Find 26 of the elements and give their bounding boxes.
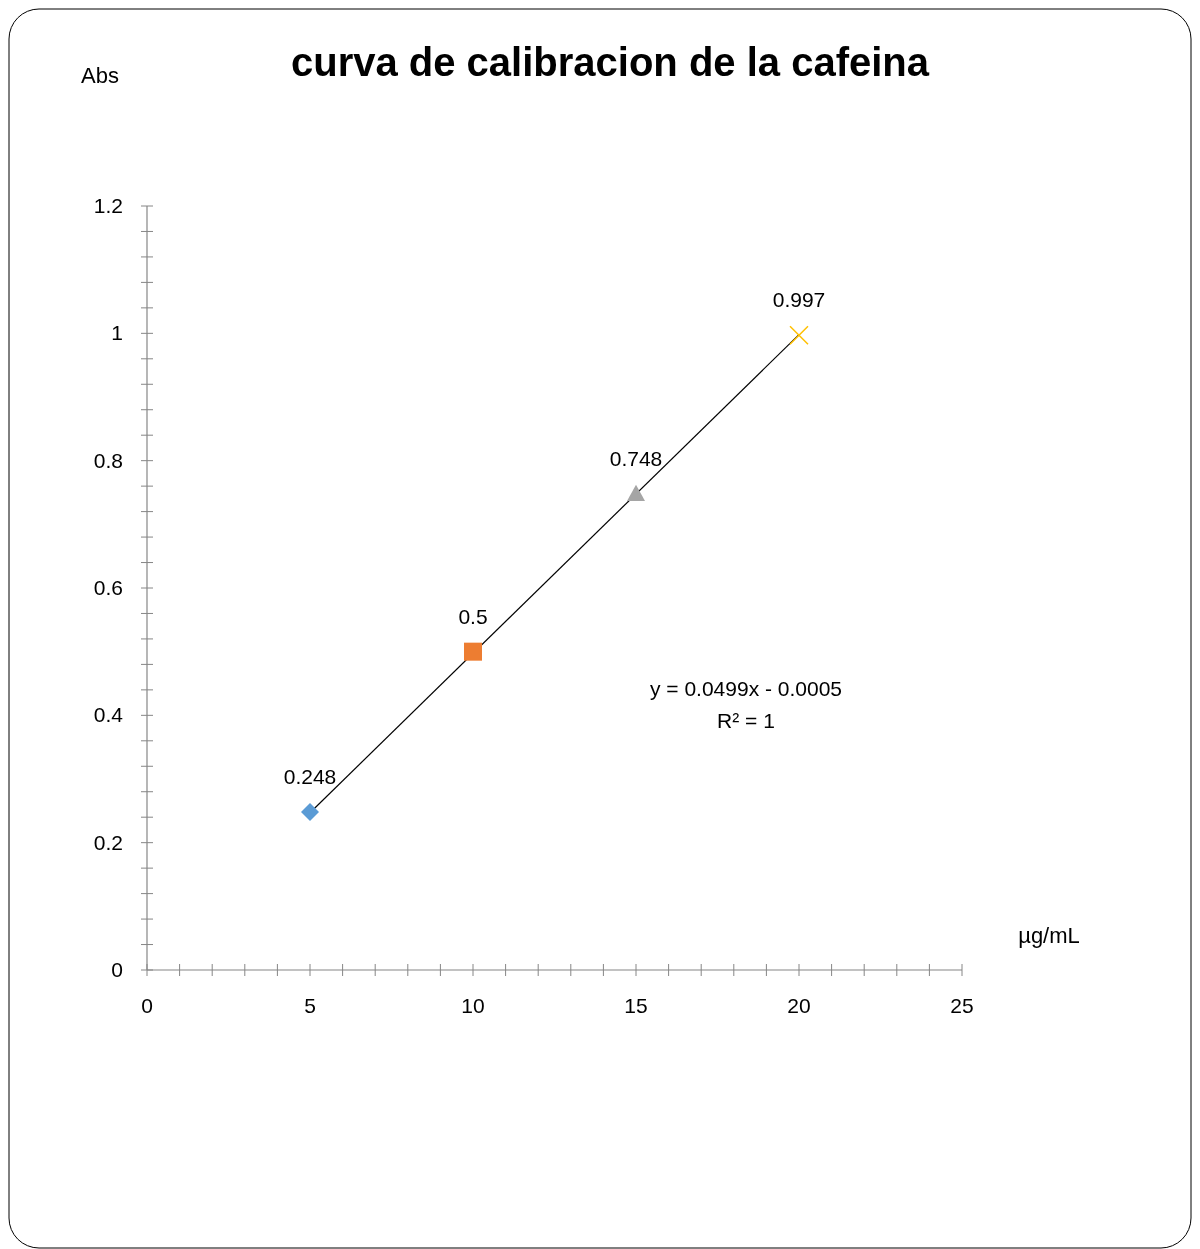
x-tick-label: 0 (141, 994, 153, 1017)
annotation: y = 0.0499x - 0.0005 (649, 677, 843, 700)
annotation: R² = 1 (717, 709, 775, 732)
point (789, 325, 809, 345)
data-label: 0.997 (772, 288, 826, 312)
y-axis-title: Abs (81, 63, 119, 88)
chart-title: curva de calibracion de la cafeina (290, 40, 930, 84)
x-tick-label: 25 (950, 994, 974, 1017)
data-label: 0.248 (283, 765, 337, 789)
x-tick-label: 5 (304, 994, 316, 1017)
data-label: 0.5 (458, 604, 488, 628)
x-tick-label: 20 (787, 994, 811, 1017)
y-tick-label: 0.6 (93, 576, 123, 599)
data-label: 0.748 (609, 446, 663, 470)
x-axis-title: µg/mL (1018, 923, 1080, 948)
x-tick-label: 15 (624, 994, 648, 1017)
y-tick-label: 0.2 (93, 830, 123, 854)
point (464, 642, 482, 661)
point (301, 803, 319, 822)
x-tick-label: 10 (461, 994, 485, 1017)
y-tick-label: 0 (111, 958, 123, 981)
point (627, 484, 645, 501)
y-tick-label: 0.8 (93, 448, 123, 472)
y-tick-label: 0.4 (93, 703, 124, 727)
y-tick-label: 1 (111, 321, 123, 345)
y-tick-label: 1.2 (93, 194, 123, 217)
